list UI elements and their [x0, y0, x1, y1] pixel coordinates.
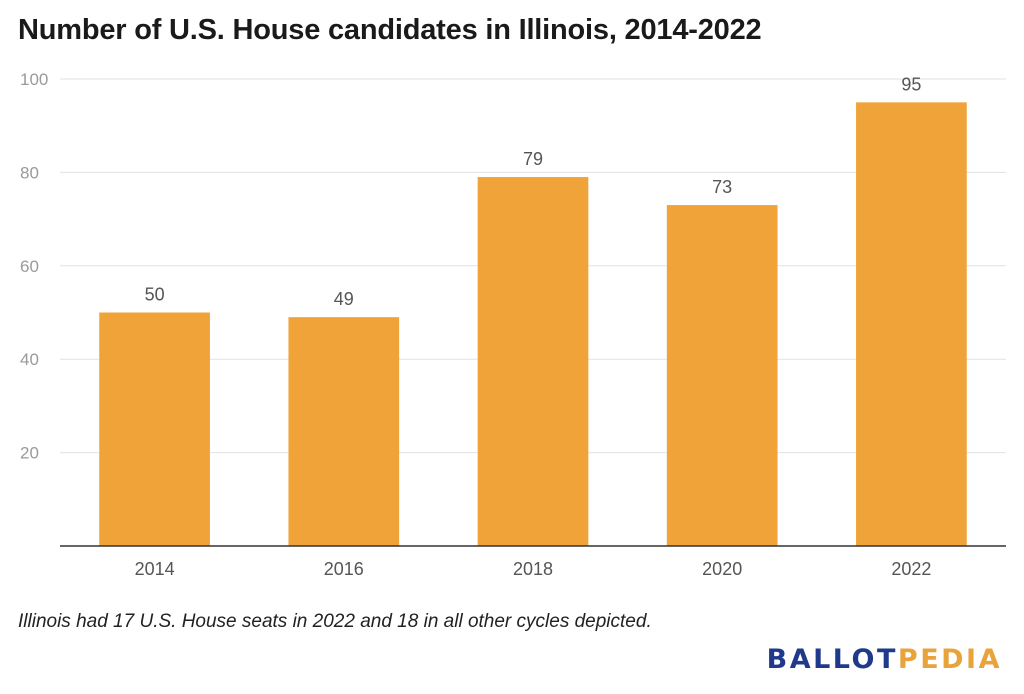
logo-part-pedia: PEDIA — [897, 644, 1002, 675]
x-tick-label-2018: 2018 — [513, 559, 553, 579]
bar-2016 — [288, 317, 400, 546]
data-labels: 50 49 79 73 95 — [145, 74, 922, 309]
y-tick-label: 100 — [20, 70, 48, 89]
x-tick-label-2016: 2016 — [324, 559, 364, 579]
data-label-2020: 73 — [712, 177, 732, 197]
data-label-2016: 49 — [334, 289, 354, 309]
x-axis-ticks: 2014 2016 2018 2020 2022 — [135, 559, 932, 579]
bar-2022 — [856, 102, 967, 546]
bars — [99, 102, 967, 546]
y-tick-label: 80 — [20, 163, 39, 182]
x-tick-label-2022: 2022 — [891, 559, 931, 579]
x-tick-label-2014: 2014 — [135, 559, 175, 579]
bar-2018 — [477, 177, 589, 546]
x-tick-label-2020: 2020 — [702, 559, 742, 579]
data-label-2022: 95 — [901, 74, 921, 94]
y-axis-ticks: 20 40 60 80 100 — [20, 70, 48, 463]
ballotpedia-logo[interactable]: BALLOTPEDIA — [767, 644, 1002, 675]
footnote: Illinois had 17 U.S. House seats in 2022… — [18, 611, 652, 632]
logo-part-ballot: BALLOT — [766, 644, 898, 675]
bar-2020 — [666, 205, 778, 546]
data-label-2014: 50 — [145, 285, 165, 305]
y-tick-label: 20 — [20, 444, 39, 463]
bar-2014 — [99, 312, 210, 546]
y-tick-label: 40 — [20, 350, 39, 369]
chart-title: Number of U.S. House candidates in Illin… — [18, 14, 762, 46]
y-tick-label: 60 — [20, 257, 39, 276]
data-label-2018: 79 — [523, 149, 543, 169]
